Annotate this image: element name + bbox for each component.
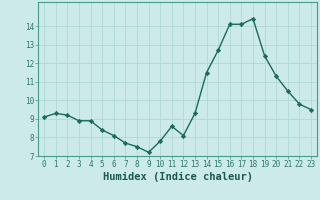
X-axis label: Humidex (Indice chaleur): Humidex (Indice chaleur)	[103, 172, 252, 182]
